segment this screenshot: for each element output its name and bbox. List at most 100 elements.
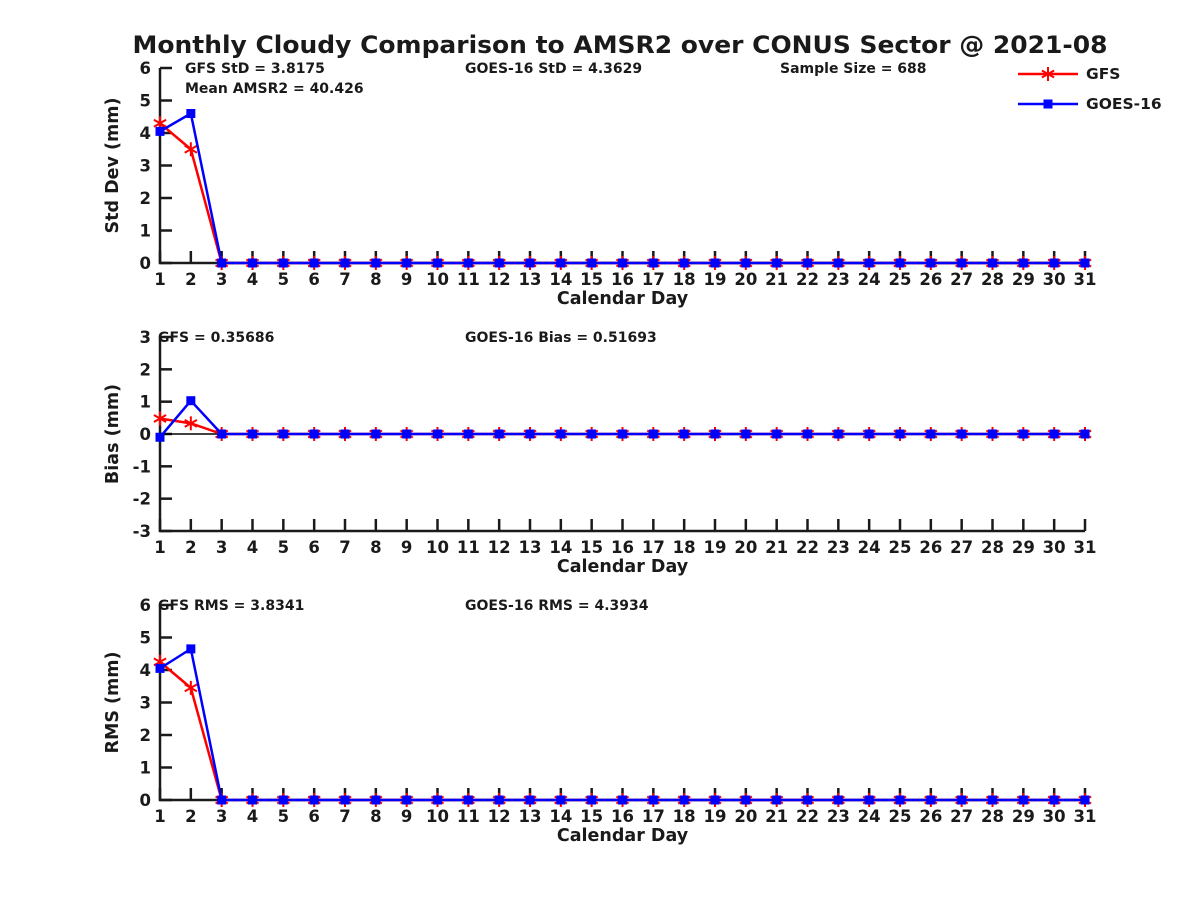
goes-16-square-marker (648, 795, 658, 805)
y-tick-label: 0 (140, 254, 151, 273)
goes-16-square-marker (895, 258, 905, 268)
x-tick-label: 11 (457, 270, 480, 289)
x-tick-label: 9 (401, 807, 412, 826)
goes-16-square-marker (648, 429, 658, 439)
goes-16-square-marker (463, 429, 473, 439)
y-tick-label: -2 (133, 490, 151, 509)
y-tick-label: 0 (140, 791, 151, 810)
annotation: Sample Size = 688 (780, 61, 927, 77)
gfs-line (159, 122, 1085, 265)
goes-16-square-marker (1049, 429, 1059, 439)
annotation: GFS = 0.35686 (158, 330, 274, 346)
goes-16-square-marker (278, 795, 288, 805)
goes-16-square-marker (248, 795, 257, 805)
y-tick-label: 5 (140, 629, 151, 648)
x-tick-label: 20 (734, 538, 757, 557)
x-tick-label: 9 (401, 270, 412, 289)
goes-16-square-marker (186, 644, 196, 654)
y-tick-label: 6 (140, 596, 151, 615)
y-tick-label: 6 (140, 59, 151, 78)
x-tick-label: 14 (549, 270, 572, 289)
x-tick-label: 23 (827, 538, 850, 557)
goes-16-square-marker (340, 429, 350, 439)
y-tick-label: 4 (140, 124, 151, 143)
x-tick-label: 10 (426, 807, 449, 826)
y-axis-label: Bias (mm) (103, 384, 123, 484)
x-tick-label: 15 (580, 270, 603, 289)
goes-16-square-marker (494, 795, 504, 805)
goes-16-square-marker (803, 429, 812, 439)
goes-16-square-marker (587, 795, 597, 805)
asterisk-spoke (184, 418, 198, 428)
goes-16-square-marker (494, 429, 504, 439)
x-tick-label: 17 (642, 807, 665, 826)
goes-16-square-marker (772, 258, 782, 268)
goes-16-square-marker (741, 429, 751, 439)
y-tick-label: 3 (140, 694, 151, 713)
y-tick-label: 1 (140, 759, 151, 778)
goes-16-square-marker (525, 795, 535, 805)
goes-16-square-marker (988, 429, 997, 439)
x-tick-label: 12 (488, 538, 511, 557)
x-tick-label: 22 (796, 807, 819, 826)
goes-16-square-marker (340, 258, 350, 268)
x-tick-label: 8 (370, 807, 381, 826)
goes-16-square-marker (864, 258, 874, 268)
goes-16-square-marker (463, 795, 473, 805)
y-tick-label: 1 (140, 222, 151, 241)
x-tick-label: 21 (765, 538, 788, 557)
goes-16-square-marker (587, 429, 597, 439)
x-tick-label: 20 (734, 270, 757, 289)
goes-16-square-marker (833, 429, 843, 439)
x-tick-label: 28 (981, 807, 1004, 826)
goes-16-square-marker (618, 429, 627, 439)
goes-16-line (159, 112, 1085, 265)
goes-16-square-marker (217, 429, 227, 439)
goes-16-square-marker (895, 795, 905, 805)
gfs-asterisk-marker (184, 416, 198, 431)
goes-16-square-marker (186, 396, 196, 406)
goes-16-square-marker (463, 258, 473, 268)
asterisk-spoke (153, 118, 167, 128)
x-tick-label: 16 (611, 270, 634, 289)
goes-16-square-marker (402, 429, 412, 439)
x-tick-label: 28 (981, 538, 1004, 557)
x-tick-label: 7 (339, 270, 350, 289)
annotation: GFS StD = 3.8175 (185, 61, 325, 77)
asterisk-spoke (184, 683, 198, 693)
x-tick-label: 24 (858, 807, 881, 826)
x-tick-label: 8 (370, 538, 381, 557)
goes-16-square-marker (618, 258, 627, 268)
y-tick-label: -1 (133, 457, 151, 476)
goes-16-square-marker (217, 258, 227, 268)
x-tick-label: 29 (1012, 807, 1035, 826)
x-tick-label: 13 (519, 538, 542, 557)
y-tick-label: 2 (140, 360, 151, 379)
goes-16-square-marker (186, 109, 196, 118)
goes-16-square-marker (1049, 795, 1059, 805)
annotation: Mean AMSR2 = 40.426 (185, 81, 364, 97)
goes-16-square-marker (926, 258, 936, 268)
y-tick-label: 5 (140, 92, 151, 111)
goes-16-square-marker (217, 795, 227, 805)
goes-16-square-marker (1080, 429, 1090, 439)
goes-16-legend-label: GOES-16 (1086, 95, 1162, 113)
goes-16-square-marker (895, 429, 905, 439)
x-tick-label: 29 (1012, 270, 1035, 289)
axis-spines (158, 605, 1085, 802)
goes-16-square-marker (433, 429, 442, 439)
x-tick-label: 16 (611, 807, 634, 826)
goes-16-square-marker (803, 258, 812, 268)
goes-16-square-marker (402, 258, 412, 268)
goes-16-square-marker (864, 795, 874, 805)
x-tick-label: 6 (308, 270, 319, 289)
x-tick-label: 10 (426, 538, 449, 557)
x-tick-label: 14 (549, 538, 572, 557)
goes-16-square-marker (1080, 795, 1090, 805)
goes-16-square-marker (988, 258, 997, 268)
x-tick-label: 25 (889, 270, 912, 289)
legend: GFS GOES-16 (1018, 65, 1162, 113)
